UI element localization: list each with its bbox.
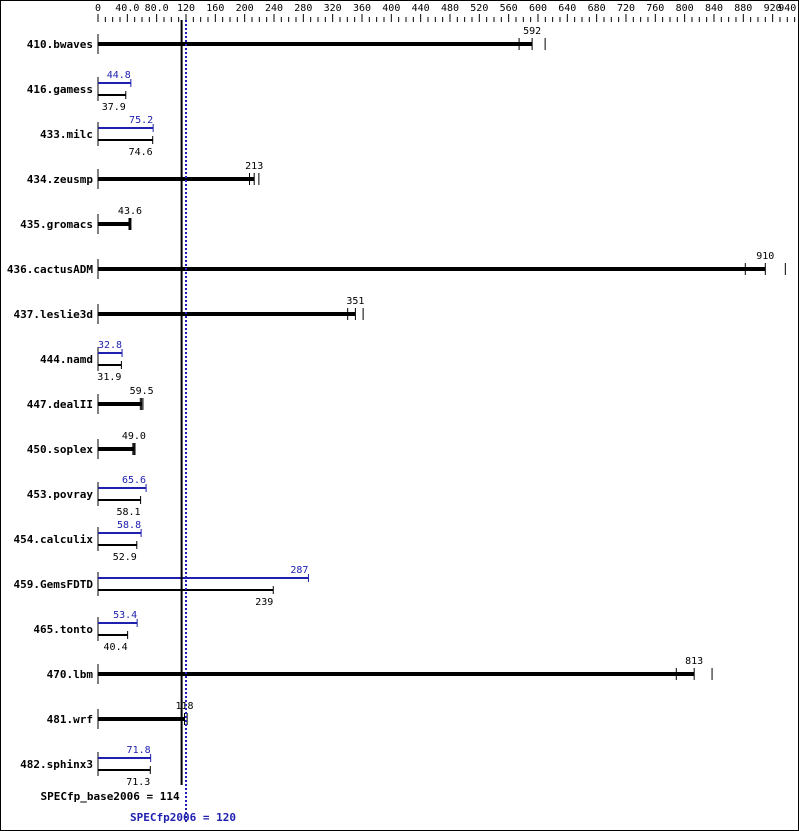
peak-bar: [98, 82, 131, 84]
benchmark-label: 465.tonto: [33, 623, 93, 636]
peak-bar: [98, 127, 154, 129]
axis-tick-label: 200: [236, 3, 254, 14]
base-value-label: 910: [756, 251, 774, 262]
benchmark-label: 481.wrf: [47, 713, 93, 726]
peak-bar: [98, 487, 147, 489]
base-bar: [98, 769, 151, 771]
axis-tick-label: 760: [646, 3, 664, 14]
axis-tick-label: 160: [206, 3, 224, 14]
axis-tick-label: 0: [95, 3, 101, 14]
benchmark-label: 459.GemsFDTD: [14, 578, 94, 591]
base-bar: [98, 139, 153, 141]
base-bar: [98, 717, 185, 721]
base-bar: [98, 634, 128, 636]
base-value-label: 118: [175, 701, 193, 712]
benchmark-label: 450.soplex: [27, 443, 94, 456]
peak-value-label: 71.8: [127, 745, 151, 756]
axis-tick-label: 120: [177, 3, 195, 14]
axis-tick-label: 840: [705, 3, 723, 14]
peak-value-label: 44.8: [107, 70, 131, 81]
peak-summary-label: SPECfp2006 = 120: [130, 811, 236, 824]
benchmark-label: 482.sphinx3: [20, 758, 93, 771]
benchmark-label: 436.cactusADM: [7, 263, 93, 276]
base-value-label: 52.9: [113, 552, 137, 563]
base-summary-label: SPECfp_base2006 = 114: [41, 790, 180, 803]
peak-value-label: 58.8: [117, 520, 141, 531]
axis-tick-label: 560: [500, 3, 518, 14]
base-value-label: 59.5: [130, 386, 154, 397]
base-value-label: 351: [346, 296, 364, 307]
peak-bar: [98, 577, 309, 579]
benchmark-label: 447.dealII: [27, 398, 93, 411]
axis-tick-label: 80.0: [145, 3, 169, 14]
base-value-label: 31.9: [97, 372, 121, 383]
base-bar: [98, 447, 134, 451]
axis-tick-label: 940: [778, 3, 796, 14]
axis-tick-label: 640: [558, 3, 576, 14]
base-value-label: 37.9: [102, 102, 126, 113]
base-value-label: 43.6: [118, 206, 142, 217]
axis-tick-label: 320: [324, 3, 342, 14]
benchmark-label: 434.zeusmp: [27, 173, 94, 186]
axis-tick-label: 280: [294, 3, 312, 14]
peak-bar: [98, 757, 151, 759]
benchmark-label: 416.gamess: [27, 83, 93, 96]
axis-tick-label: 360: [353, 3, 371, 14]
base-bar: [98, 177, 255, 181]
peak-value-label: 65.6: [122, 475, 146, 486]
base-value-label: 813: [685, 656, 703, 667]
base-bar: [98, 222, 130, 226]
base-bar: [98, 94, 126, 96]
axis-tick-label: 600: [529, 3, 547, 14]
benchmark-label: 453.povray: [27, 488, 94, 501]
benchmark-label: 437.leslie3d: [14, 308, 93, 321]
base-bar: [98, 672, 695, 676]
base-value-label: 71.3: [126, 777, 150, 788]
benchmark-label: 410.bwaves: [27, 38, 93, 51]
benchmark-label: 470.lbm: [47, 668, 94, 681]
benchmark-label: 435.gromacs: [20, 218, 93, 231]
axis-tick-label: 520: [470, 3, 488, 14]
base-bar: [98, 499, 141, 501]
base-value-label: 40.4: [104, 642, 128, 653]
axis-tick-label: 720: [617, 3, 635, 14]
base-value-label: 213: [245, 161, 263, 172]
axis-tick-label: 400: [382, 3, 400, 14]
axis-tick-label: 880: [734, 3, 752, 14]
base-bar: [98, 544, 137, 546]
axis-tick-label: 800: [676, 3, 694, 14]
peak-value-label: 32.8: [98, 340, 122, 351]
base-value-label: 58.1: [117, 507, 141, 518]
base-value-label: 239: [255, 597, 273, 608]
benchmark-label: 433.milc: [40, 128, 93, 141]
axis-tick-label: 480: [441, 3, 459, 14]
axis-tick-label: 920: [764, 3, 782, 14]
base-bar: [98, 364, 122, 366]
axis-tick-label: 240: [265, 3, 283, 14]
base-bar: [98, 42, 533, 46]
peak-bar: [98, 622, 138, 624]
benchmark-label: 454.calculix: [14, 533, 94, 546]
axis-tick-label: 40.0: [115, 3, 139, 14]
axis-tick-label: 680: [588, 3, 606, 14]
base-value-label: 74.6: [129, 147, 153, 158]
peak-value-label: 75.2: [129, 115, 153, 126]
base-value-label: 49.0: [122, 431, 146, 442]
peak-bar: [98, 532, 142, 534]
benchmark-label: 444.namd: [40, 353, 93, 366]
base-bar: [98, 312, 356, 316]
base-bar: [98, 402, 142, 406]
axis-tick-label: 440: [412, 3, 430, 14]
base-bar: [98, 267, 766, 271]
peak-value-label: 287: [290, 565, 308, 576]
peak-value-label: 53.4: [113, 610, 137, 621]
peak-bar: [98, 352, 123, 354]
base-value-label: 592: [523, 26, 541, 37]
